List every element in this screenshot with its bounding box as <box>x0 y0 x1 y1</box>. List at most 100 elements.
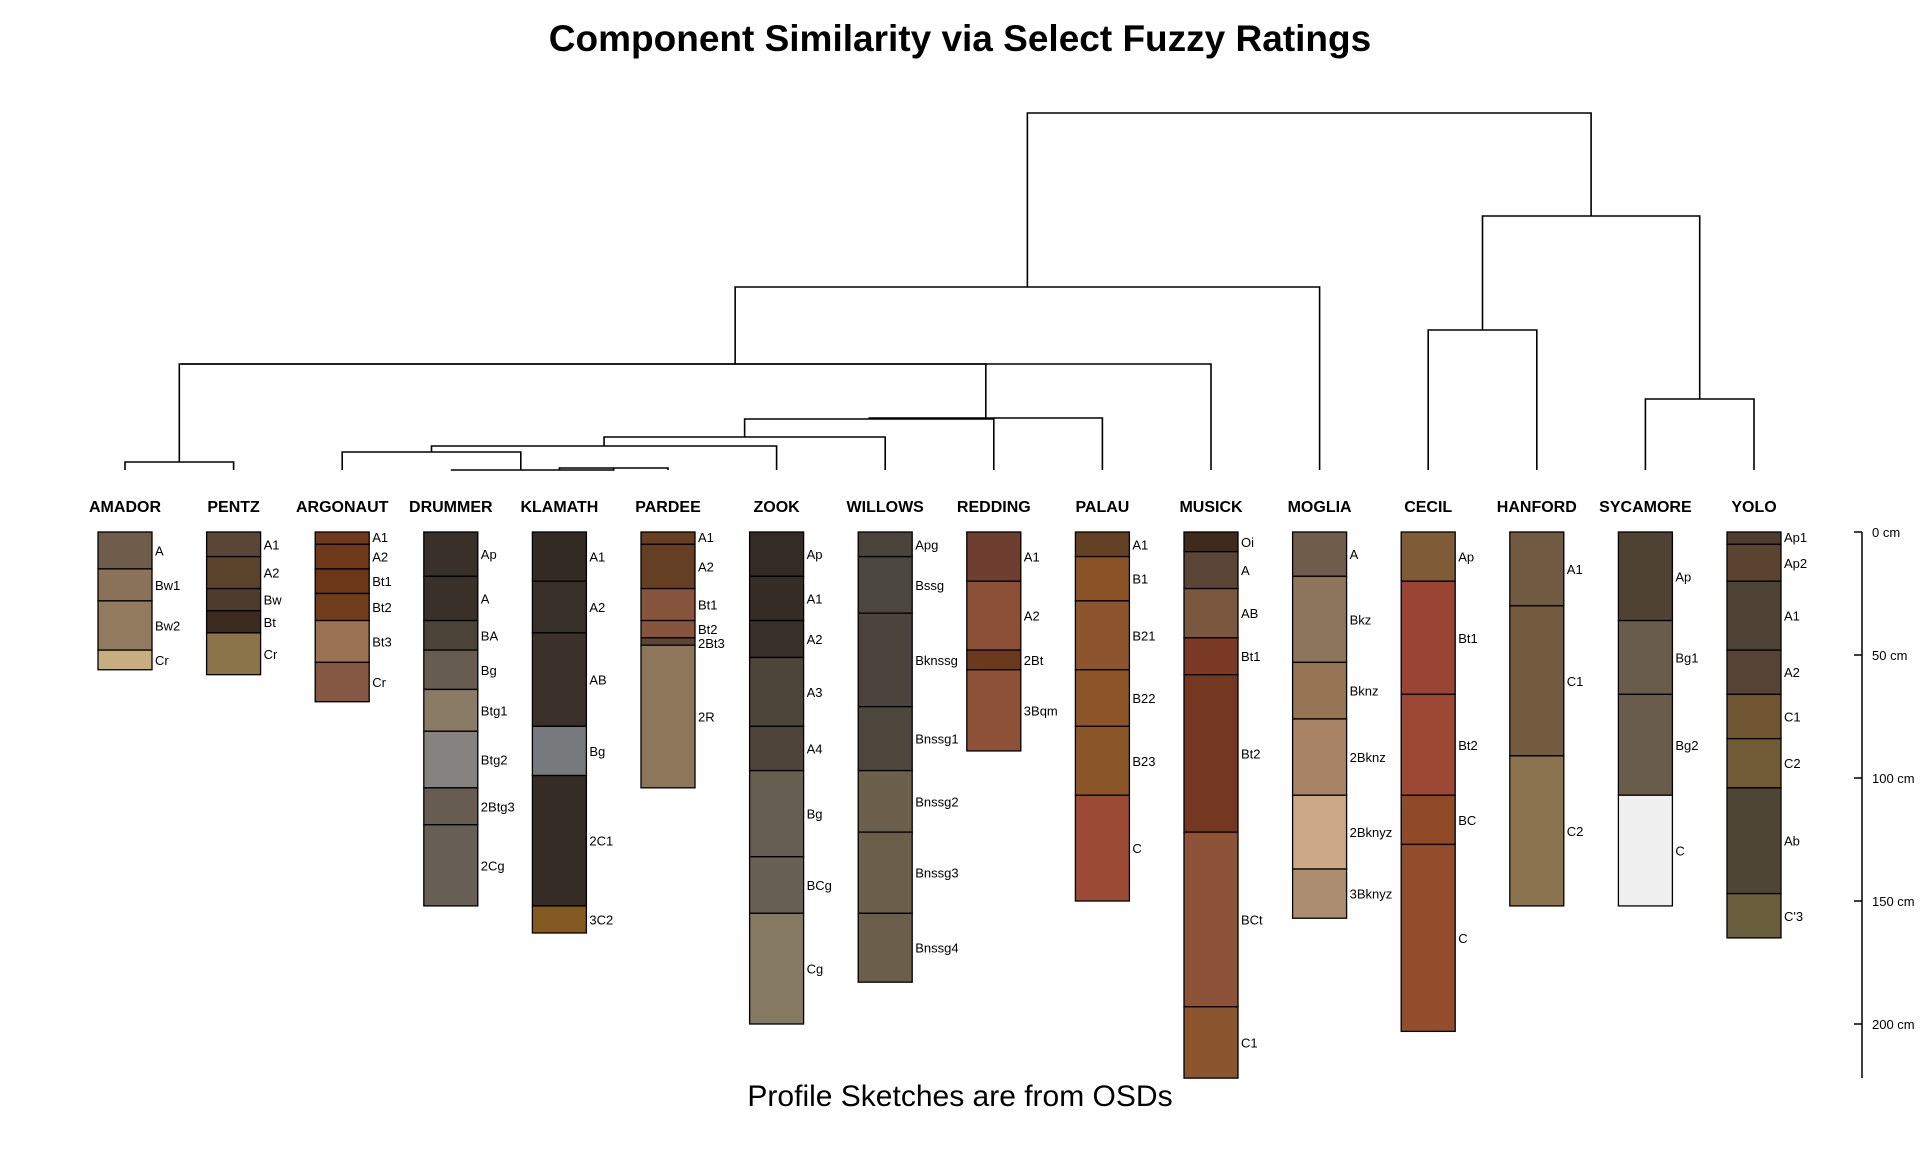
profile-name: ZOOK <box>753 499 800 516</box>
horizon-block <box>748 725 805 772</box>
horizon-block <box>205 610 262 634</box>
horizon-label: Ap <box>1458 550 1474 565</box>
horizon-label: 2Bt3 <box>698 636 725 651</box>
horizon-block <box>1291 661 1348 720</box>
horizon-block <box>314 568 370 595</box>
horizon-label: A1 <box>807 591 823 606</box>
profile-name: DRUMMER <box>409 499 493 516</box>
horizon-label: Bt2 <box>698 622 718 637</box>
dendrogram-link <box>743 418 995 470</box>
horizon-block <box>531 905 588 934</box>
horizon-block <box>857 706 913 772</box>
dendrogram-link <box>734 286 1321 470</box>
horizon-label: Bt3 <box>372 634 392 649</box>
horizon-block <box>1183 1006 1239 1079</box>
horizon-label: C1 <box>1567 674 1584 689</box>
horizon-block <box>748 575 805 622</box>
horizon-block <box>423 688 479 732</box>
horizon-label: A2 <box>372 550 388 565</box>
horizon-label: Cr <box>155 653 169 668</box>
horizon-block <box>1509 755 1565 907</box>
horizon-label: Bt2 <box>372 600 392 615</box>
horizon-block <box>1183 551 1239 590</box>
horizon-label: 3Bknyz <box>1350 887 1393 902</box>
horizon-block <box>97 531 153 570</box>
horizon-block <box>97 568 153 602</box>
horizon-label: B21 <box>1132 628 1155 643</box>
dendrogram-link <box>1481 215 1701 399</box>
horizon-block <box>1509 605 1565 757</box>
horizon-label: Ap <box>807 547 823 562</box>
profile-name: CECIL <box>1404 499 1452 516</box>
dendrogram-link <box>178 363 987 462</box>
horizon-block <box>1617 794 1674 907</box>
horizon-block <box>314 543 370 570</box>
horizon-label: C1 <box>1784 710 1801 725</box>
horizon-label: A2 <box>264 566 280 581</box>
horizon-block <box>966 531 1022 582</box>
horizon-block <box>1726 543 1782 582</box>
horizon-block <box>1617 531 1674 622</box>
horizon-label: C <box>1458 931 1467 946</box>
horizon-block <box>314 619 370 664</box>
horizon-label: C <box>1675 844 1684 859</box>
horizon-label: B22 <box>1132 691 1155 706</box>
horizon-label: A4 <box>807 741 823 756</box>
horizon-block <box>1074 725 1131 796</box>
horizon-block <box>1074 794 1131 902</box>
horizon-block <box>640 587 696 622</box>
horizon-block <box>1726 649 1782 696</box>
horizon-label: BC <box>1458 813 1476 828</box>
horizon-block <box>423 649 479 691</box>
horizon-block <box>97 649 153 671</box>
horizon-label: Bnssg3 <box>915 866 958 881</box>
horizon-block <box>423 619 479 651</box>
horizon-block <box>314 592 370 622</box>
horizon-block <box>1183 637 1239 676</box>
dendrogram-link <box>603 436 887 470</box>
horizon-block <box>857 612 913 708</box>
horizon-label: B1 <box>1132 572 1148 587</box>
horizon-label: A <box>1241 563 1250 578</box>
horizon-block <box>531 531 588 582</box>
horizon-label: A1 <box>1132 537 1148 552</box>
horizon-label: BA <box>481 628 499 643</box>
horizon-label: 2R <box>698 710 715 725</box>
horizon-label: A1 <box>1784 609 1800 624</box>
profile-name: YOLO <box>1731 499 1776 516</box>
horizon-block <box>1291 531 1348 577</box>
horizon-block <box>748 531 805 577</box>
horizon-block <box>205 555 262 590</box>
horizon-label: Ap <box>1675 569 1691 584</box>
horizon-label: Bnssg2 <box>915 794 958 809</box>
horizon-block <box>1291 868 1348 919</box>
horizon-label: Bknz <box>1350 684 1379 699</box>
horizon-block <box>640 619 696 639</box>
horizon-block <box>1183 587 1239 639</box>
dendrogram-link <box>1026 112 1592 287</box>
horizon-label: A <box>155 543 164 558</box>
horizon-block <box>531 725 588 777</box>
horizon-block <box>423 824 479 907</box>
dendrogram-link <box>124 461 235 470</box>
horizon-label: A1 <box>1567 562 1583 577</box>
horizon-block <box>423 787 479 826</box>
profile-name: MOGLIA <box>1288 499 1352 516</box>
horizon-label: 2C1 <box>589 834 613 849</box>
horizon-label: A1 <box>698 530 714 545</box>
horizon-block <box>1074 600 1131 671</box>
horizon-block <box>97 600 153 651</box>
horizon-block <box>748 656 805 727</box>
dendrogram-link <box>1644 398 1755 470</box>
horizon-label: AB <box>589 673 606 688</box>
horizon-label: A1 <box>1024 550 1040 565</box>
horizon-label: Cr <box>372 675 386 690</box>
horizon-label: 2Bt <box>1024 653 1044 668</box>
horizon-label: Ab <box>1784 834 1800 849</box>
horizon-block <box>966 669 1022 752</box>
profile-name: ARGONAUT <box>296 499 389 516</box>
horizon-block <box>205 531 262 558</box>
dendrogram-link <box>868 417 1104 470</box>
horizon-label: 2Cg <box>481 858 505 873</box>
